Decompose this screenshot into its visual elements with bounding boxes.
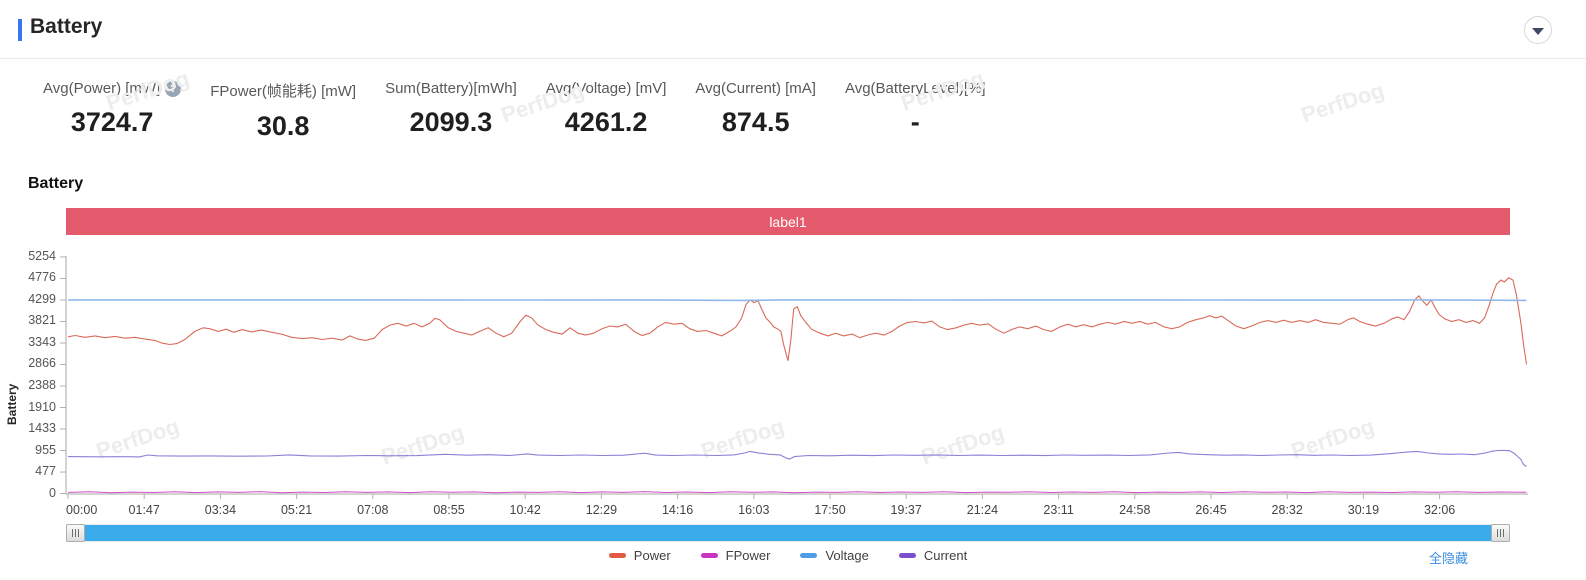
power-series-line [67,277,1528,365]
x-tick-label: 26:45 [1195,503,1227,517]
page-title: Battery [30,15,103,38]
x-tick-label: 21:24 [966,503,999,517]
current-series-swatch [898,553,916,558]
x-tick-label: 28:32 [1271,503,1303,517]
fpower-series-line [67,491,1527,494]
x-tick-label: 17:50 [814,503,846,517]
y-tick-label: 1910 [28,399,56,414]
x-tick-label: 24:58 [1119,503,1151,517]
stat-value: 30.8 [256,111,310,141]
label-banner: label1 [66,208,1510,235]
x-tick-label: 14:16 [661,503,694,517]
legend-label: FPower [725,548,771,563]
chart-plot-area[interactable] [66,250,1528,494]
legend-item-current[interactable]: Current [898,548,968,563]
y-tick-label: 3821 [28,313,56,328]
banner-label: label1 [769,213,807,230]
chart-scrollbar[interactable] [66,524,1510,542]
legend-item-fpower[interactable]: FPower [700,548,771,563]
current-series-line [67,449,1527,467]
y-tick-label: 0 [49,485,56,500]
stat-avg-current: Avg(Current) [mA] 874.5 [695,80,816,142]
x-tick-label: 01:47 [128,503,160,517]
y-tick-label: 1433 [28,420,56,435]
stat-value: 874.5 [721,107,790,137]
y-tick-label: 2866 [28,356,56,371]
header-divider [0,58,1586,59]
x-tick-label: 32:06 [1423,503,1456,517]
stat-avg-battery-level: Avg(BatteryLevel)[%] - [845,80,986,142]
stat-label: Avg(Current) [mA] [695,80,816,97]
stat-label: Avg(BatteryLevel)[%] [844,80,986,97]
collapse-section-button[interactable] [1524,16,1552,44]
x-tick-label: 10:42 [509,503,541,517]
x-tick-label: 05:21 [280,503,313,517]
stat-avg-power: Avg(Power) [mW]? 3724.7 [43,80,182,142]
scrollbar-range-fill[interactable] [85,525,1491,541]
legend-item-power[interactable]: Power [608,548,671,563]
fpower-series-swatch [700,553,718,558]
x-tick-label: 16:03 [738,503,770,517]
chart-legend: Power FPower Voltage Current [66,548,1510,563]
legend-label: Voltage [825,548,869,563]
stat-value: - [910,107,920,137]
chart-section-title: Battery [28,175,84,192]
legend-item-voltage[interactable]: Voltage [800,548,869,563]
stat-fpower: FPower(帧能耗) [mW] 30.8 [210,80,356,142]
stat-sum-battery: Sum(Battery)[mWh] 2099.3 [385,80,517,142]
title-accent-bar [18,19,22,41]
y-tick-label: 477 [35,464,56,479]
x-tick-label: 23:11 [1043,503,1074,517]
stat-avg-voltage: Avg(Voltage) [mV] 4261.2 [546,80,667,142]
help-icon[interactable]: ? [165,80,182,97]
battery-line-chart [60,256,1528,499]
scrollbar-left-handle[interactable] [66,524,85,542]
scrollbar-right-handle[interactable] [1491,524,1510,542]
voltage-series-line [68,299,1527,302]
stat-label: Avg(Voltage) [mV] [545,80,667,97]
x-tick-label: 30:19 [1347,503,1380,517]
perfdog-watermark: PerfDog [1298,77,1388,128]
stat-value: 4261.2 [564,107,648,137]
y-tick-label: 4776 [28,270,56,285]
stat-label: FPower(帧能耗) [mW] [210,83,357,100]
x-tick-label: 12:29 [585,503,618,517]
stat-label: Avg(Power) [mW] [43,80,161,97]
x-tick-label: 00:00 [66,503,98,517]
chevron-down-icon [1532,27,1544,35]
stat-label: Sum(Battery)[mWh] [385,80,517,97]
x-tick-label: 07:08 [357,503,389,517]
legend-label: Power [633,548,671,563]
y-tick-label: 5254 [28,248,56,263]
x-tick-label: 08:55 [433,503,465,517]
y-tick-label: 2388 [28,377,56,392]
y-tick-label: 955 [35,442,56,457]
stat-value: 2099.3 [409,107,493,137]
y-tick-label: 4299 [28,291,56,306]
axis-ticks [60,256,1441,499]
stat-value: 3724.7 [70,107,154,137]
hide-all-link[interactable]: 全隐藏 [1428,551,1468,566]
power-series-swatch [608,553,626,558]
voltage-series-swatch [800,553,818,558]
y-tick-label: 3343 [28,334,56,349]
x-tick-label: 19:37 [890,503,922,517]
x-tick-label: 03:34 [204,503,237,517]
stats-row: Avg(Power) [mW]? 3724.7 FPower(帧能耗) [mW]… [43,80,986,142]
legend-label: Current [923,548,968,563]
chart-series [67,277,1528,494]
